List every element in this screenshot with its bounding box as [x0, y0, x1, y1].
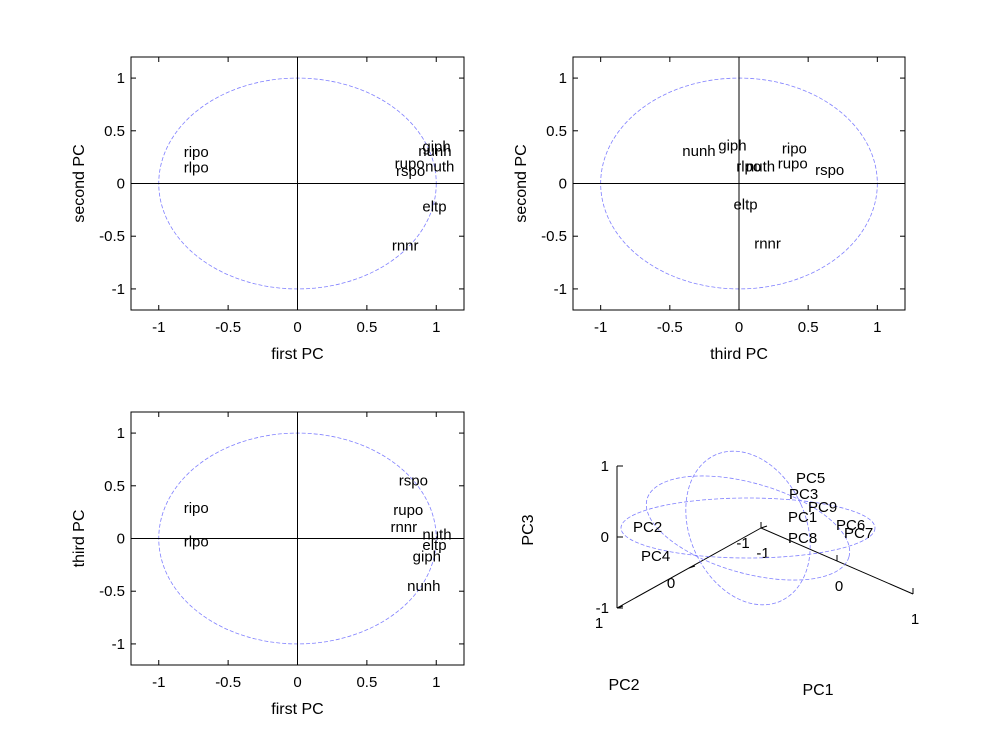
point-label-nunh: nunh	[682, 143, 715, 160]
panel-third-vs-second-pc: -1 -0.5 0 0.5 1 -1 -0.5 0 0.5 1 third PC second PC n…	[513, 56, 906, 363]
point-label-ripo: ripo	[184, 144, 209, 161]
y-tick-label: -0.5	[99, 583, 125, 600]
point-label-ripo: ripo	[184, 500, 209, 517]
x-axis-label: first PC	[271, 346, 323, 363]
point-label-eltp: eltp	[733, 197, 757, 214]
x-tick-label: 0	[293, 674, 301, 691]
y-tick-label: 1	[117, 425, 125, 442]
x-tick-label: 1	[873, 319, 881, 336]
pc2-tick-label: -1	[736, 535, 749, 552]
point-label-rupo: rupo	[778, 155, 808, 172]
x-tick-label: 0.5	[356, 319, 377, 336]
point-label-rnnr: rnnr	[392, 238, 419, 255]
label-PC8: PC8	[788, 530, 817, 547]
x-tick-label: 0	[293, 319, 301, 336]
pc1-tick-label: -1	[756, 545, 769, 562]
unit-circle-3d-3	[685, 450, 811, 606]
point-label-rlpo: rlpo	[736, 159, 761, 176]
x-tick-label: 1	[432, 319, 440, 336]
x-tick-label: -0.5	[215, 674, 241, 691]
pc2-tick-mark	[688, 565, 696, 569]
y-tick-label: -1	[112, 281, 125, 298]
point-label-eltp: eltp	[422, 537, 446, 554]
point-label-nuth: nuth	[425, 159, 454, 176]
label-PC2: PC2	[633, 519, 662, 536]
y-axis-label: second PC	[71, 144, 88, 222]
pc1-tick-label: 1	[911, 611, 919, 628]
pc2-tick-mark	[760, 525, 768, 529]
panel-first-vs-second-pc: -1 -0.5 0 0.5 1 -1 -0.5 0 0.5 1 first PC second PC r…	[71, 56, 465, 363]
x-tick-label: 0.5	[356, 674, 377, 691]
point-label-nunh: nunh	[418, 143, 451, 160]
panel-first-vs-third-pc: -1 -0.5 0 0.5 1 -1 -0.5 0 0.5 1 first PC third PC rs…	[71, 411, 465, 718]
point-label-ripo: ripo	[782, 141, 807, 158]
x-axis-label: first PC	[271, 701, 323, 718]
x-tick-label: -1	[152, 674, 165, 691]
point-label-rlpo: rlpo	[184, 534, 209, 551]
label-PC7: PC7	[844, 525, 873, 542]
y-tick-label: 0	[117, 176, 125, 193]
point-label-rupo: rupo	[395, 155, 425, 172]
x-tick-label: 1	[432, 674, 440, 691]
unit-circle-3d-1	[620, 497, 876, 559]
y-tick-label: 0.5	[546, 123, 567, 140]
y-axis-label: third PC	[71, 510, 88, 568]
x-tick-label: 0.5	[798, 319, 819, 336]
point-label-giph: giph	[422, 139, 450, 156]
y-tick-label: 0	[117, 531, 125, 548]
y-tick-label: 0.5	[104, 123, 125, 140]
label-PC6: PC6	[836, 517, 865, 534]
pc2-tick-label: 1	[595, 615, 603, 632]
pc3-tick-label: -1	[596, 600, 609, 617]
y-axis-label: second PC	[513, 144, 530, 222]
pc2-axis-label: PC2	[608, 677, 639, 694]
point-label-rspo: rspo	[396, 163, 425, 180]
x-tick-label: -1	[594, 319, 607, 336]
y-tick-label: 1	[117, 70, 125, 87]
label-PC1: PC1	[788, 509, 817, 526]
label-PC9: PC9	[808, 499, 837, 516]
point-label-rspo: rspo	[815, 162, 844, 179]
point-label-giph: giph	[413, 548, 441, 565]
x-tick-label: -1	[152, 319, 165, 336]
point-label-nunh: nunh	[407, 578, 440, 595]
point-label-nuth: nuth	[746, 159, 775, 176]
pc1-tick-label: 0	[835, 578, 843, 595]
point-label-rnnr: rnnr	[754, 236, 781, 253]
pc2-tick-label: 0	[667, 575, 675, 592]
y-tick-label: -0.5	[541, 228, 567, 245]
y-tick-label: 0.5	[104, 478, 125, 495]
y-tick-label: 1	[559, 70, 567, 87]
label-PC4: PC4	[641, 548, 670, 565]
x-tick-label: 0	[735, 319, 743, 336]
unit-circle-3d-2	[645, 475, 851, 581]
point-label-eltp: eltp	[422, 199, 446, 216]
point-label-rnnr: rnnr	[390, 519, 417, 536]
pc3-axis-label: PC3	[520, 514, 537, 545]
point-label-nuth: nuth	[422, 526, 451, 543]
y-tick-label: -1	[112, 636, 125, 653]
point-label-giph: giph	[718, 138, 746, 155]
label-PC3: PC3	[789, 486, 818, 503]
pc1-axis-label: PC1	[802, 682, 833, 699]
y-tick-label: 0	[559, 176, 567, 193]
x-axis-label: third PC	[710, 346, 768, 363]
x-tick-label: -0.5	[657, 319, 683, 336]
label-PC5: PC5	[796, 470, 825, 487]
x-tick-label: -0.5	[215, 319, 241, 336]
y-tick-label: -0.5	[99, 228, 125, 245]
point-label-rupo: rupo	[393, 502, 423, 519]
point-label-rspo: rspo	[399, 473, 428, 490]
y-tick-label: -1	[554, 281, 567, 298]
pc3-tick-label: 1	[601, 458, 609, 475]
point-label-rlpo: rlpo	[184, 160, 209, 177]
pc3-tick-label: 0	[601, 529, 609, 546]
